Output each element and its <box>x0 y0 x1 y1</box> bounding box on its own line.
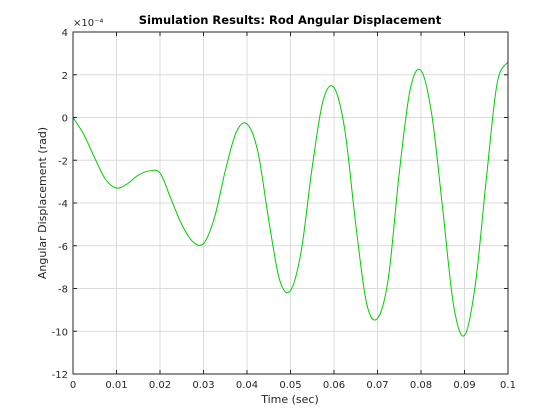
x-tick-label: 0.03 <box>192 380 214 391</box>
series-layer <box>72 61 509 337</box>
x-tick-label: 0.01 <box>105 380 127 391</box>
x-tick-labels: 0 0.01 0.02 0.03 0.04 0.05 0.06 0.07 0.08 0.09 0.1 <box>70 380 516 391</box>
x-axis-label: Time (sec) <box>260 393 319 406</box>
x-tick-label: 0.07 <box>366 380 388 391</box>
x-tick-label: 0.05 <box>279 380 301 391</box>
series-line <box>72 61 509 337</box>
x-tick-label: 0.1 <box>500 380 516 391</box>
y-tick-label: 0 <box>62 114 68 125</box>
x-tick-label: 0.04 <box>236 380 258 391</box>
y-tick-label: -2 <box>58 156 68 167</box>
x-tick-label: 0.06 <box>323 380 345 391</box>
y-tick-label: -6 <box>58 242 68 253</box>
x-tick-label: 0.08 <box>410 380 432 391</box>
y-axis-label: Angular Displacement (rad) <box>36 127 49 279</box>
x-tick-label: 0.02 <box>149 380 171 391</box>
y-tick-label: -4 <box>58 199 68 210</box>
x-tick-label: 0 <box>70 380 76 391</box>
y-exponent-label: ×10⁻⁴ <box>73 18 103 29</box>
x-tick-label: 0.09 <box>453 380 475 391</box>
y-tick-label: -10 <box>52 327 68 338</box>
y-tick-label: 4 <box>62 28 68 39</box>
chart-title: Simulation Results: Rod Angular Displace… <box>139 13 442 27</box>
y-tick-label: -12 <box>52 370 68 381</box>
y-tick-label: 2 <box>62 71 68 82</box>
plot-frame <box>72 31 509 375</box>
y-tick-label: -8 <box>58 285 68 296</box>
y-tick-labels: 4 2 0 -2 -4 -6 -8 -10 -12 <box>52 28 68 381</box>
